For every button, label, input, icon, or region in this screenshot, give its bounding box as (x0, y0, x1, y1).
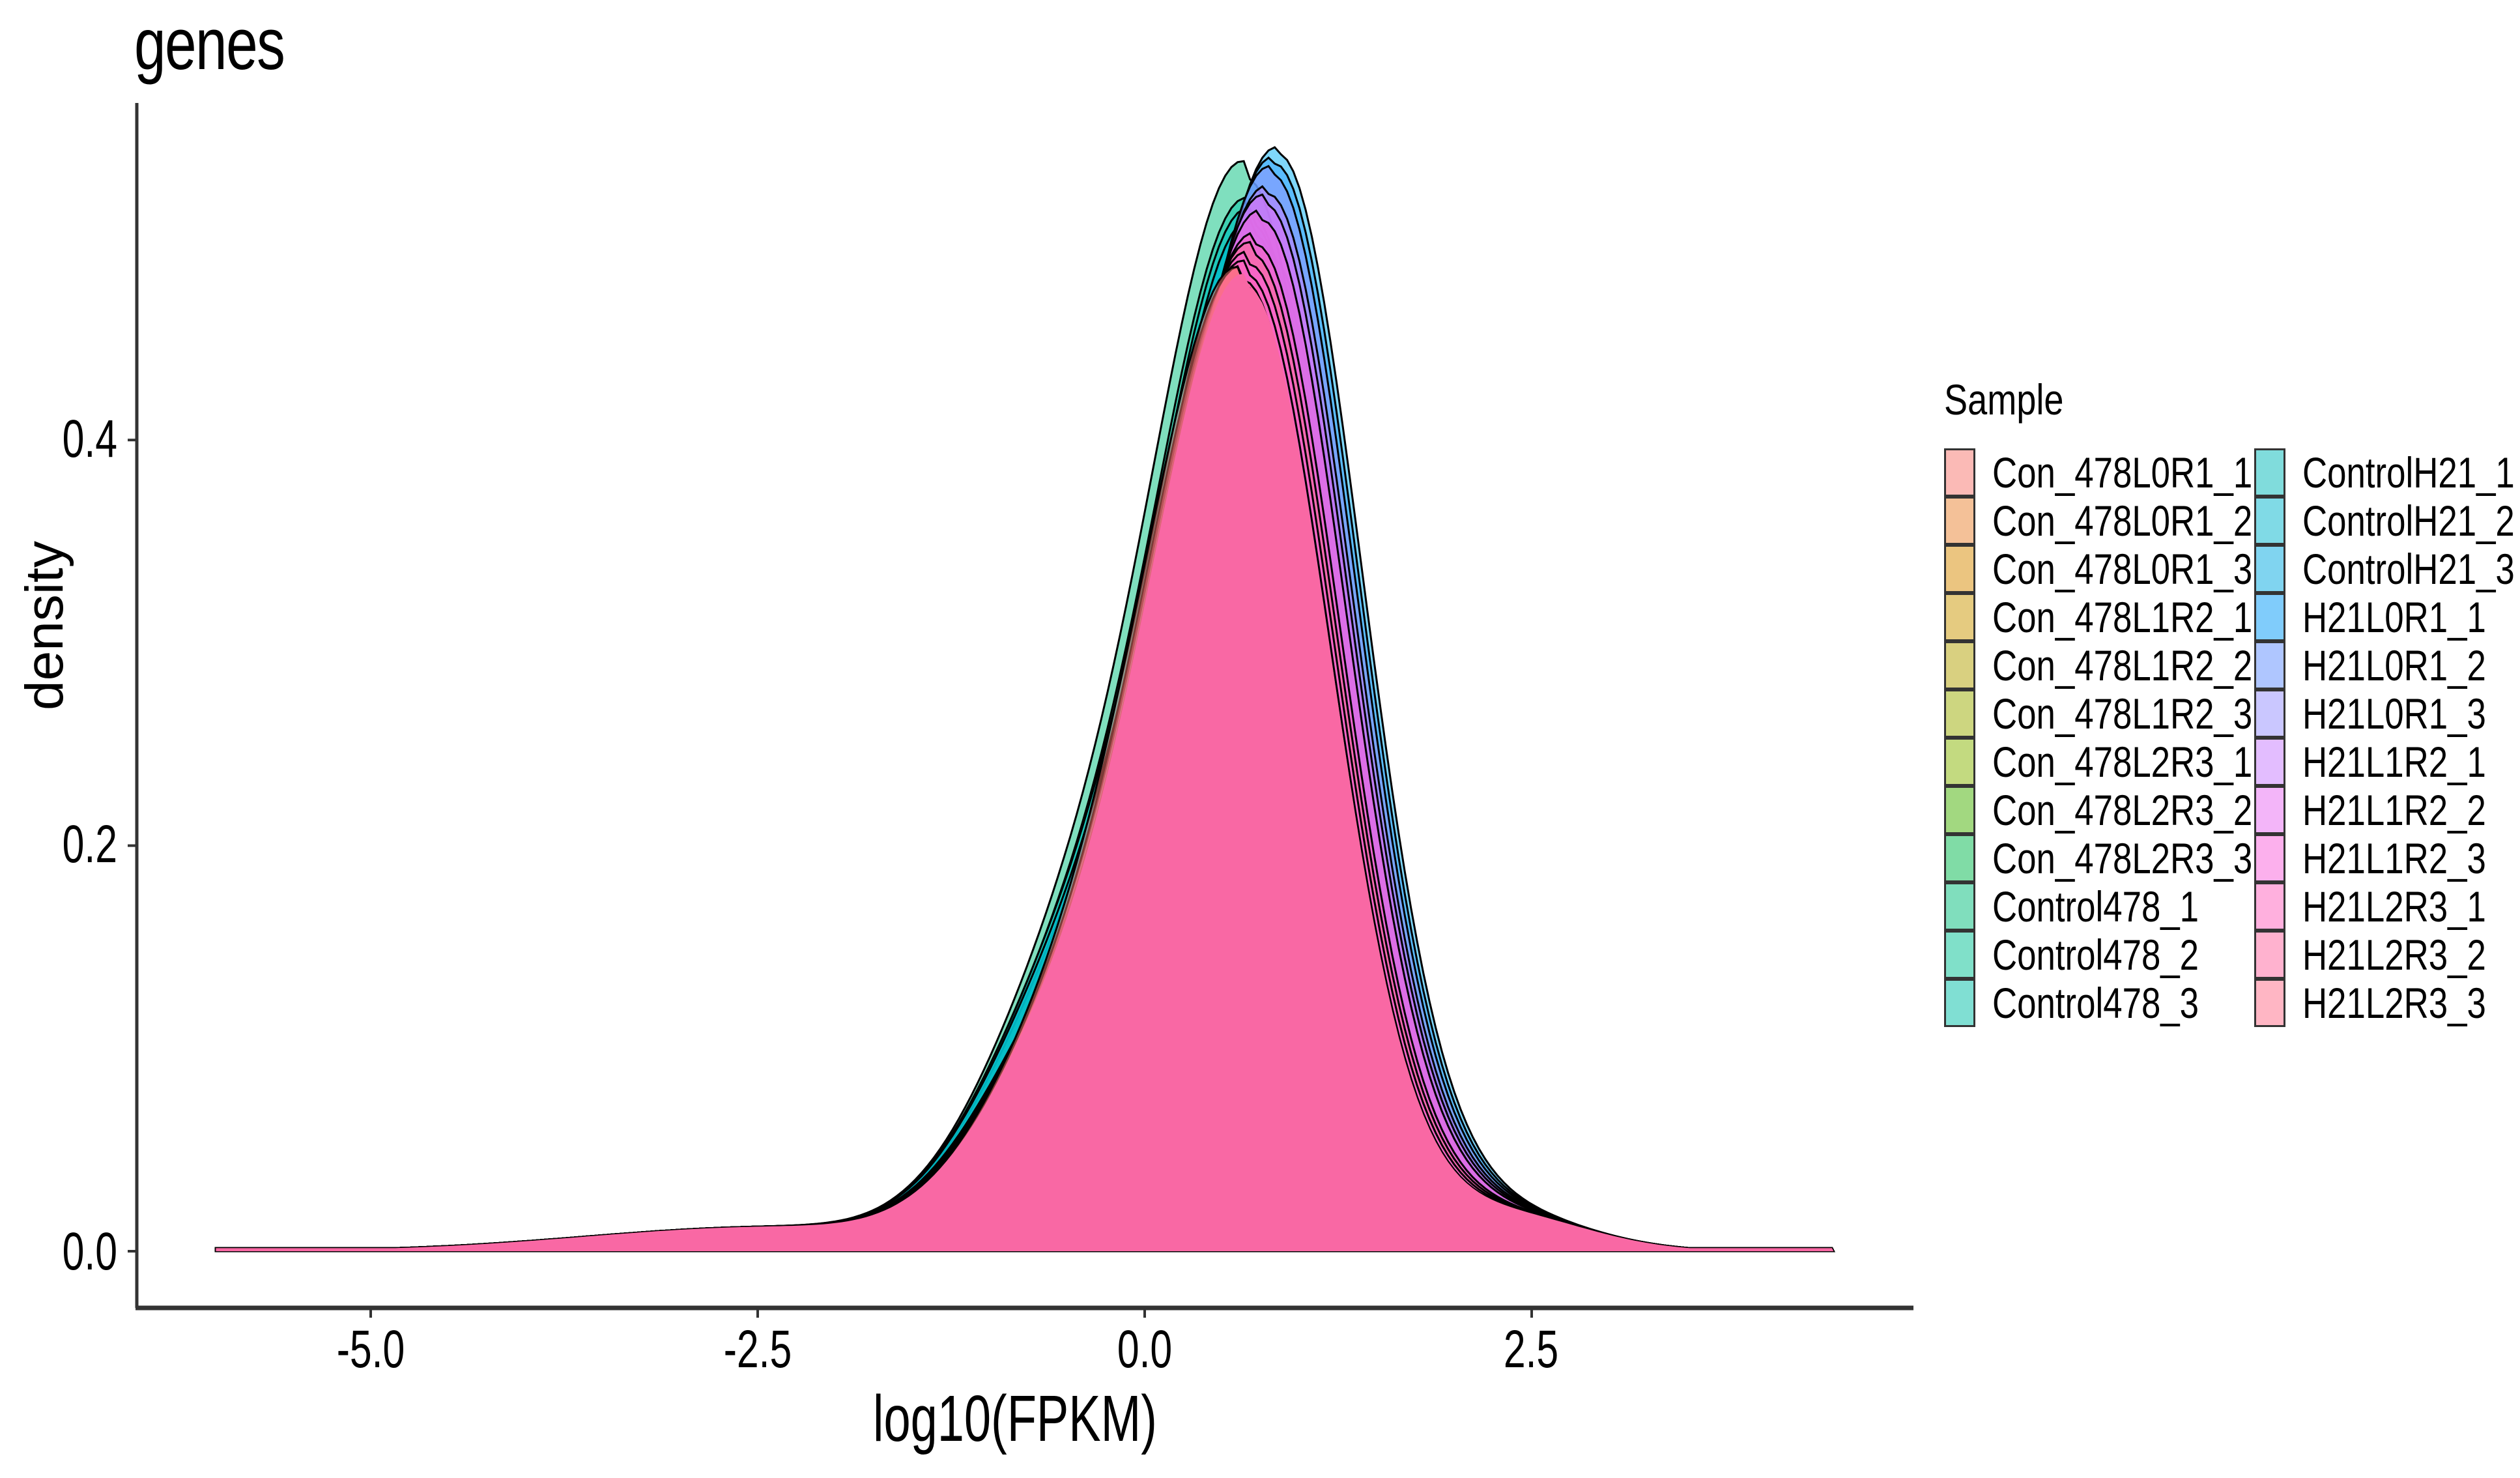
y-tick-label: 0.2 (62, 815, 117, 874)
legend-item: H21L1R2_2 (2254, 786, 2520, 834)
legend-label: Control478_3 (1992, 979, 2199, 1027)
legend-label: Con_478L0R1_2 (1992, 497, 2253, 545)
legend-label: Con_478L0R1_1 (1992, 448, 2253, 497)
legend-label: H21L2R3_3 (2302, 979, 2486, 1027)
legend-label: ControlH21_2 (2302, 497, 2515, 545)
legend-item: H21L2R3_2 (2254, 931, 2520, 979)
legend-label: H21L0R1_3 (2302, 689, 2486, 738)
legend-swatch (2254, 834, 2285, 882)
legend-swatch (2254, 738, 2285, 786)
legend-swatch (2254, 593, 2285, 641)
legend-label: ControlH21_3 (2302, 545, 2515, 593)
legend-item: Control478_3 (1944, 979, 2254, 1027)
legend-label: H21L1R2_2 (2302, 786, 2486, 834)
legend-swatch (2254, 497, 2285, 545)
legend-label: Con_478L2R3_2 (1992, 786, 2253, 834)
legend-swatch (2254, 545, 2285, 593)
legend-label: H21L0R1_2 (2302, 641, 2486, 689)
chart-title: genes (134, 3, 285, 85)
legend-label: Con_478L1R2_1 (1992, 593, 2253, 641)
legend-item: Con_478L2R3_3 (1944, 834, 2254, 882)
legend-swatch (1944, 497, 1975, 545)
y-tick-label: 0.0 (62, 1222, 117, 1281)
legend-swatch (1944, 689, 1975, 738)
x-axis-label: log10(FPKM) (873, 1382, 1157, 1455)
legend-item: Con_478L0R1_2 (1944, 497, 2254, 545)
x-tick-marks (369, 1308, 1533, 1318)
legend-column-2: ControlH21_1 ControlH21_2 ControlH21_3 H21L… (2254, 448, 2520, 1027)
legend-swatch (2254, 786, 2285, 834)
legend-item: H21L1R2_3 (2254, 834, 2520, 882)
legend-item: H21L2R3_3 (2254, 979, 2520, 1027)
legend-item: Con_478L0R1_3 (1944, 545, 2254, 593)
legend-swatch (1944, 979, 1975, 1027)
y-tick-label: 0.4 (62, 409, 117, 469)
legend-swatch (2254, 689, 2285, 738)
x-tick-label: -5.0 (336, 1320, 405, 1379)
legend-item: H21L0R1_1 (2254, 593, 2520, 641)
legend-item: Con_478L1R2_2 (1944, 641, 2254, 689)
legend-label: Con_478L2R3_3 (1992, 834, 2253, 882)
legend-swatch (2254, 448, 2285, 497)
legend-item: Control478_2 (1944, 931, 2254, 979)
legend-swatch (1944, 448, 1975, 497)
legend-label: H21L2R3_1 (2302, 882, 2486, 931)
legend-swatch (1944, 738, 1975, 786)
legend-item: H21L0R1_3 (2254, 689, 2520, 738)
legend-item: H21L1R2_1 (2254, 738, 2520, 786)
legend-swatch (1944, 931, 1975, 979)
legend-swatch (2254, 979, 2285, 1027)
legend-swatch (1944, 593, 1975, 641)
legend-item: Con_478L1R2_3 (1944, 689, 2254, 738)
legend-swatch (1944, 545, 1975, 593)
legend-label: Con_478L0R1_3 (1992, 545, 2253, 593)
legend-item: H21L0R1_2 (2254, 641, 2520, 689)
legend-label: Control478_2 (1992, 931, 2199, 979)
legend-label: H21L1R2_1 (2302, 738, 2486, 786)
density-curve-main-fill (216, 273, 1834, 1252)
legend: Sample Con_478L0R1_1 Con_478L0R1_2 Con_478… (1944, 378, 2520, 1027)
legend-label: H21L2R3_2 (2302, 931, 2486, 979)
legend-label: H21L0R1_1 (2302, 593, 2486, 641)
x-tick-label: 2.5 (1503, 1320, 1559, 1379)
legend-item: ControlH21_3 (2254, 545, 2520, 593)
legend-swatch (1944, 641, 1975, 689)
legend-label: Con_478L1R2_3 (1992, 689, 2253, 738)
legend-column-1: Con_478L0R1_1 Con_478L0R1_2 Con_478L0R1_3 C… (1944, 448, 2254, 1027)
legend-swatch (1944, 882, 1975, 931)
legend-item: ControlH21_1 (2254, 448, 2520, 497)
legend-swatch (1944, 786, 1975, 834)
legend-item: Con_478L1R2_1 (1944, 593, 2254, 641)
legend-item: ControlH21_2 (2254, 497, 2520, 545)
legend-label: H21L1R2_3 (2302, 834, 2486, 882)
legend-item: Con_478L0R1_1 (1944, 448, 2254, 497)
legend-item: H21L2R3_1 (2254, 882, 2520, 931)
density-curves (214, 146, 1835, 1253)
legend-swatch (1944, 834, 1975, 882)
y-axis-label: density (15, 541, 74, 710)
legend-item: Con_478L2R3_1 (1944, 738, 2254, 786)
legend-item: Con_478L2R3_2 (1944, 786, 2254, 834)
legend-label: Control478_1 (1992, 882, 2199, 931)
y-tick-marks (128, 439, 137, 1253)
legend-item: Control478_1 (1944, 882, 2254, 931)
legend-swatch (2254, 641, 2285, 689)
legend-label: Con_478L2R3_1 (1992, 738, 2253, 786)
legend-label: Con_478L1R2_2 (1992, 641, 2253, 689)
x-tick-label: 0.0 (1117, 1320, 1173, 1379)
legend-title: Sample (1944, 375, 2064, 424)
x-tick-label: -2.5 (723, 1320, 792, 1379)
legend-label: ControlH21_1 (2302, 448, 2515, 497)
legend-swatch (2254, 931, 2285, 979)
legend-swatch (2254, 882, 2285, 931)
